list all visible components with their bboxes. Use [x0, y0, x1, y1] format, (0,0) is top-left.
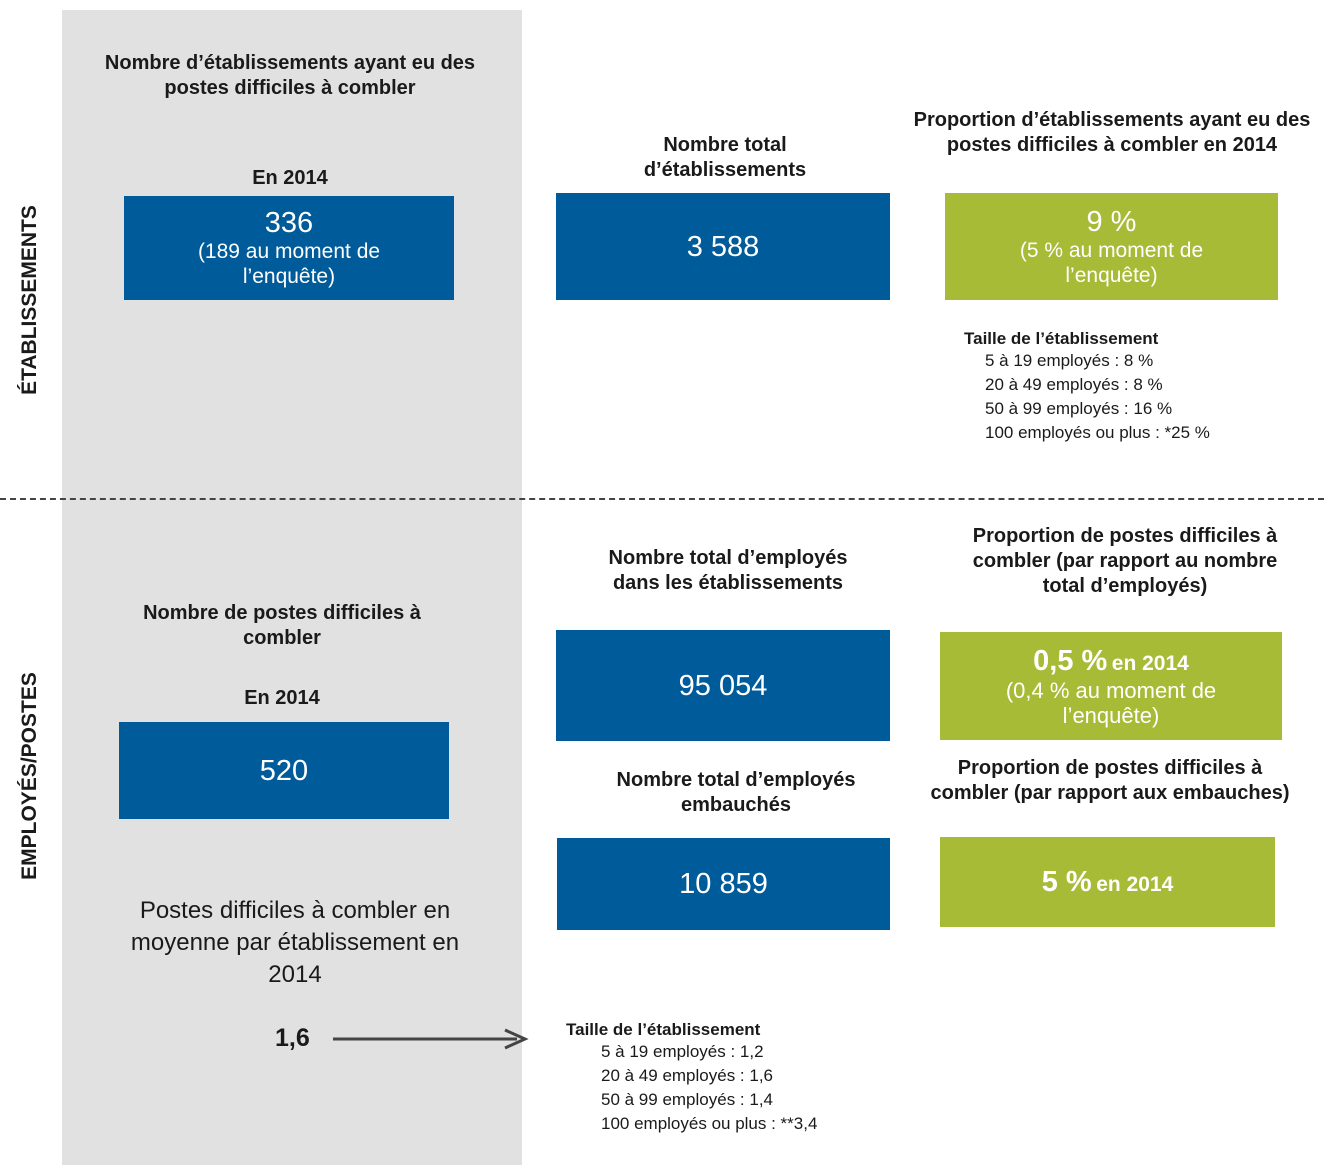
proportion-employees-suffix: en 2014	[1111, 651, 1189, 675]
hard-to-fill-establishments-note: (189 au moment de l’enquête)	[197, 240, 381, 288]
total-employees-heading: Nombre total d’employés dans les établis…	[608, 547, 848, 594]
size-breakdown-title: Taille de l’établissement	[964, 329, 1159, 348]
proportion-employees-value: 0,5 %	[1033, 644, 1108, 677]
size-item: 5 à 19 employés : 8 %	[985, 351, 1154, 370]
section-label-establishments: ÉTABLISSEMENTS	[18, 205, 41, 395]
hard-to-fill-positions-heading: Nombre de postes difficiles à combler	[143, 602, 421, 649]
section-label-employees: EMPLOYÉS/POSTES	[18, 672, 41, 880]
proportion-hires-line: 5 % en 2014	[1042, 866, 1174, 899]
total-hires-value: 10 859	[679, 868, 768, 900]
total-establishments-value: 3 588	[686, 230, 760, 263]
proportion-establishments-heading: Proportion d’établissements ayant eu des…	[913, 109, 1311, 156]
size-item: 50 à 99 employés : 1,4	[601, 1090, 774, 1109]
size-item: 50 à 99 employés : 16 %	[985, 399, 1173, 418]
total-hires-heading: Nombre total d’employés embauchés	[616, 769, 856, 816]
proportion-employees-box: 0,5 % en 2014 (0,4 % au moment de l’enqu…	[940, 632, 1282, 740]
total-establishments-heading: Nombre total d’établissements	[643, 134, 807, 181]
total-employees-box: 95 054	[556, 630, 890, 741]
total-employees-value: 95 054	[678, 669, 768, 702]
proportion-establishments-box: 9 % (5 % au moment de l’enquête)	[945, 193, 1278, 300]
hard-to-fill-establishments-box: 336 (189 au moment de l’enquête)	[124, 196, 454, 300]
total-hires-box: 10 859	[557, 838, 890, 930]
proportion-hires-value: 5 %	[1041, 865, 1092, 898]
size-item: 20 à 49 employés : 8 %	[985, 375, 1163, 394]
positions-size-breakdown: Taille de l’établissement 5 à 19 employé…	[566, 1019, 817, 1136]
proportion-hires-heading: Proportion de postes difficiles à comble…	[930, 757, 1290, 804]
proportion-hires-suffix: en 2014	[1096, 872, 1174, 896]
proportion-employees-heading: Proportion de postes difficiles à comble…	[972, 525, 1278, 597]
size-item: 100 employés ou plus : **3,4	[601, 1114, 818, 1133]
hard-to-fill-positions-box: 520	[119, 722, 449, 819]
section-divider	[0, 498, 1324, 500]
average-value: 1,6	[275, 1024, 310, 1052]
size-item: 20 à 49 employés : 1,6	[601, 1066, 774, 1085]
hard-to-fill-establishments-heading: Nombre d’établissements ayant eu des pos…	[104, 52, 476, 99]
size-breakdown-title: Taille de l’établissement	[566, 1020, 761, 1039]
hard-to-fill-positions-value: 520	[259, 754, 309, 787]
proportion-hires-box: 5 % en 2014	[940, 837, 1275, 927]
size-item: 100 employés ou plus : *25 %	[985, 423, 1210, 442]
arrow-right-icon	[333, 1028, 529, 1050]
size-item: 5 à 19 employés : 1,2	[601, 1042, 764, 1061]
year-label: En 2014	[252, 167, 328, 189]
proportion-establishments-note: (5 % au moment de l’enquête)	[1019, 238, 1204, 287]
year-label: En 2014	[244, 687, 320, 709]
proportion-establishments-value: 9 %	[1086, 205, 1137, 238]
total-establishments-box: 3 588	[556, 193, 890, 300]
average-description: Postes difficiles à combler en moyenne p…	[130, 897, 460, 988]
hard-to-fill-establishments-value: 336	[264, 207, 314, 239]
establishment-size-breakdown: Taille de l’établissement 5 à 19 employé…	[964, 328, 1210, 445]
proportion-employees-note: (0,4 % au moment de l’enquête)	[1005, 677, 1217, 728]
proportion-employees-line: 0,5 % en 2014	[1033, 645, 1189, 678]
